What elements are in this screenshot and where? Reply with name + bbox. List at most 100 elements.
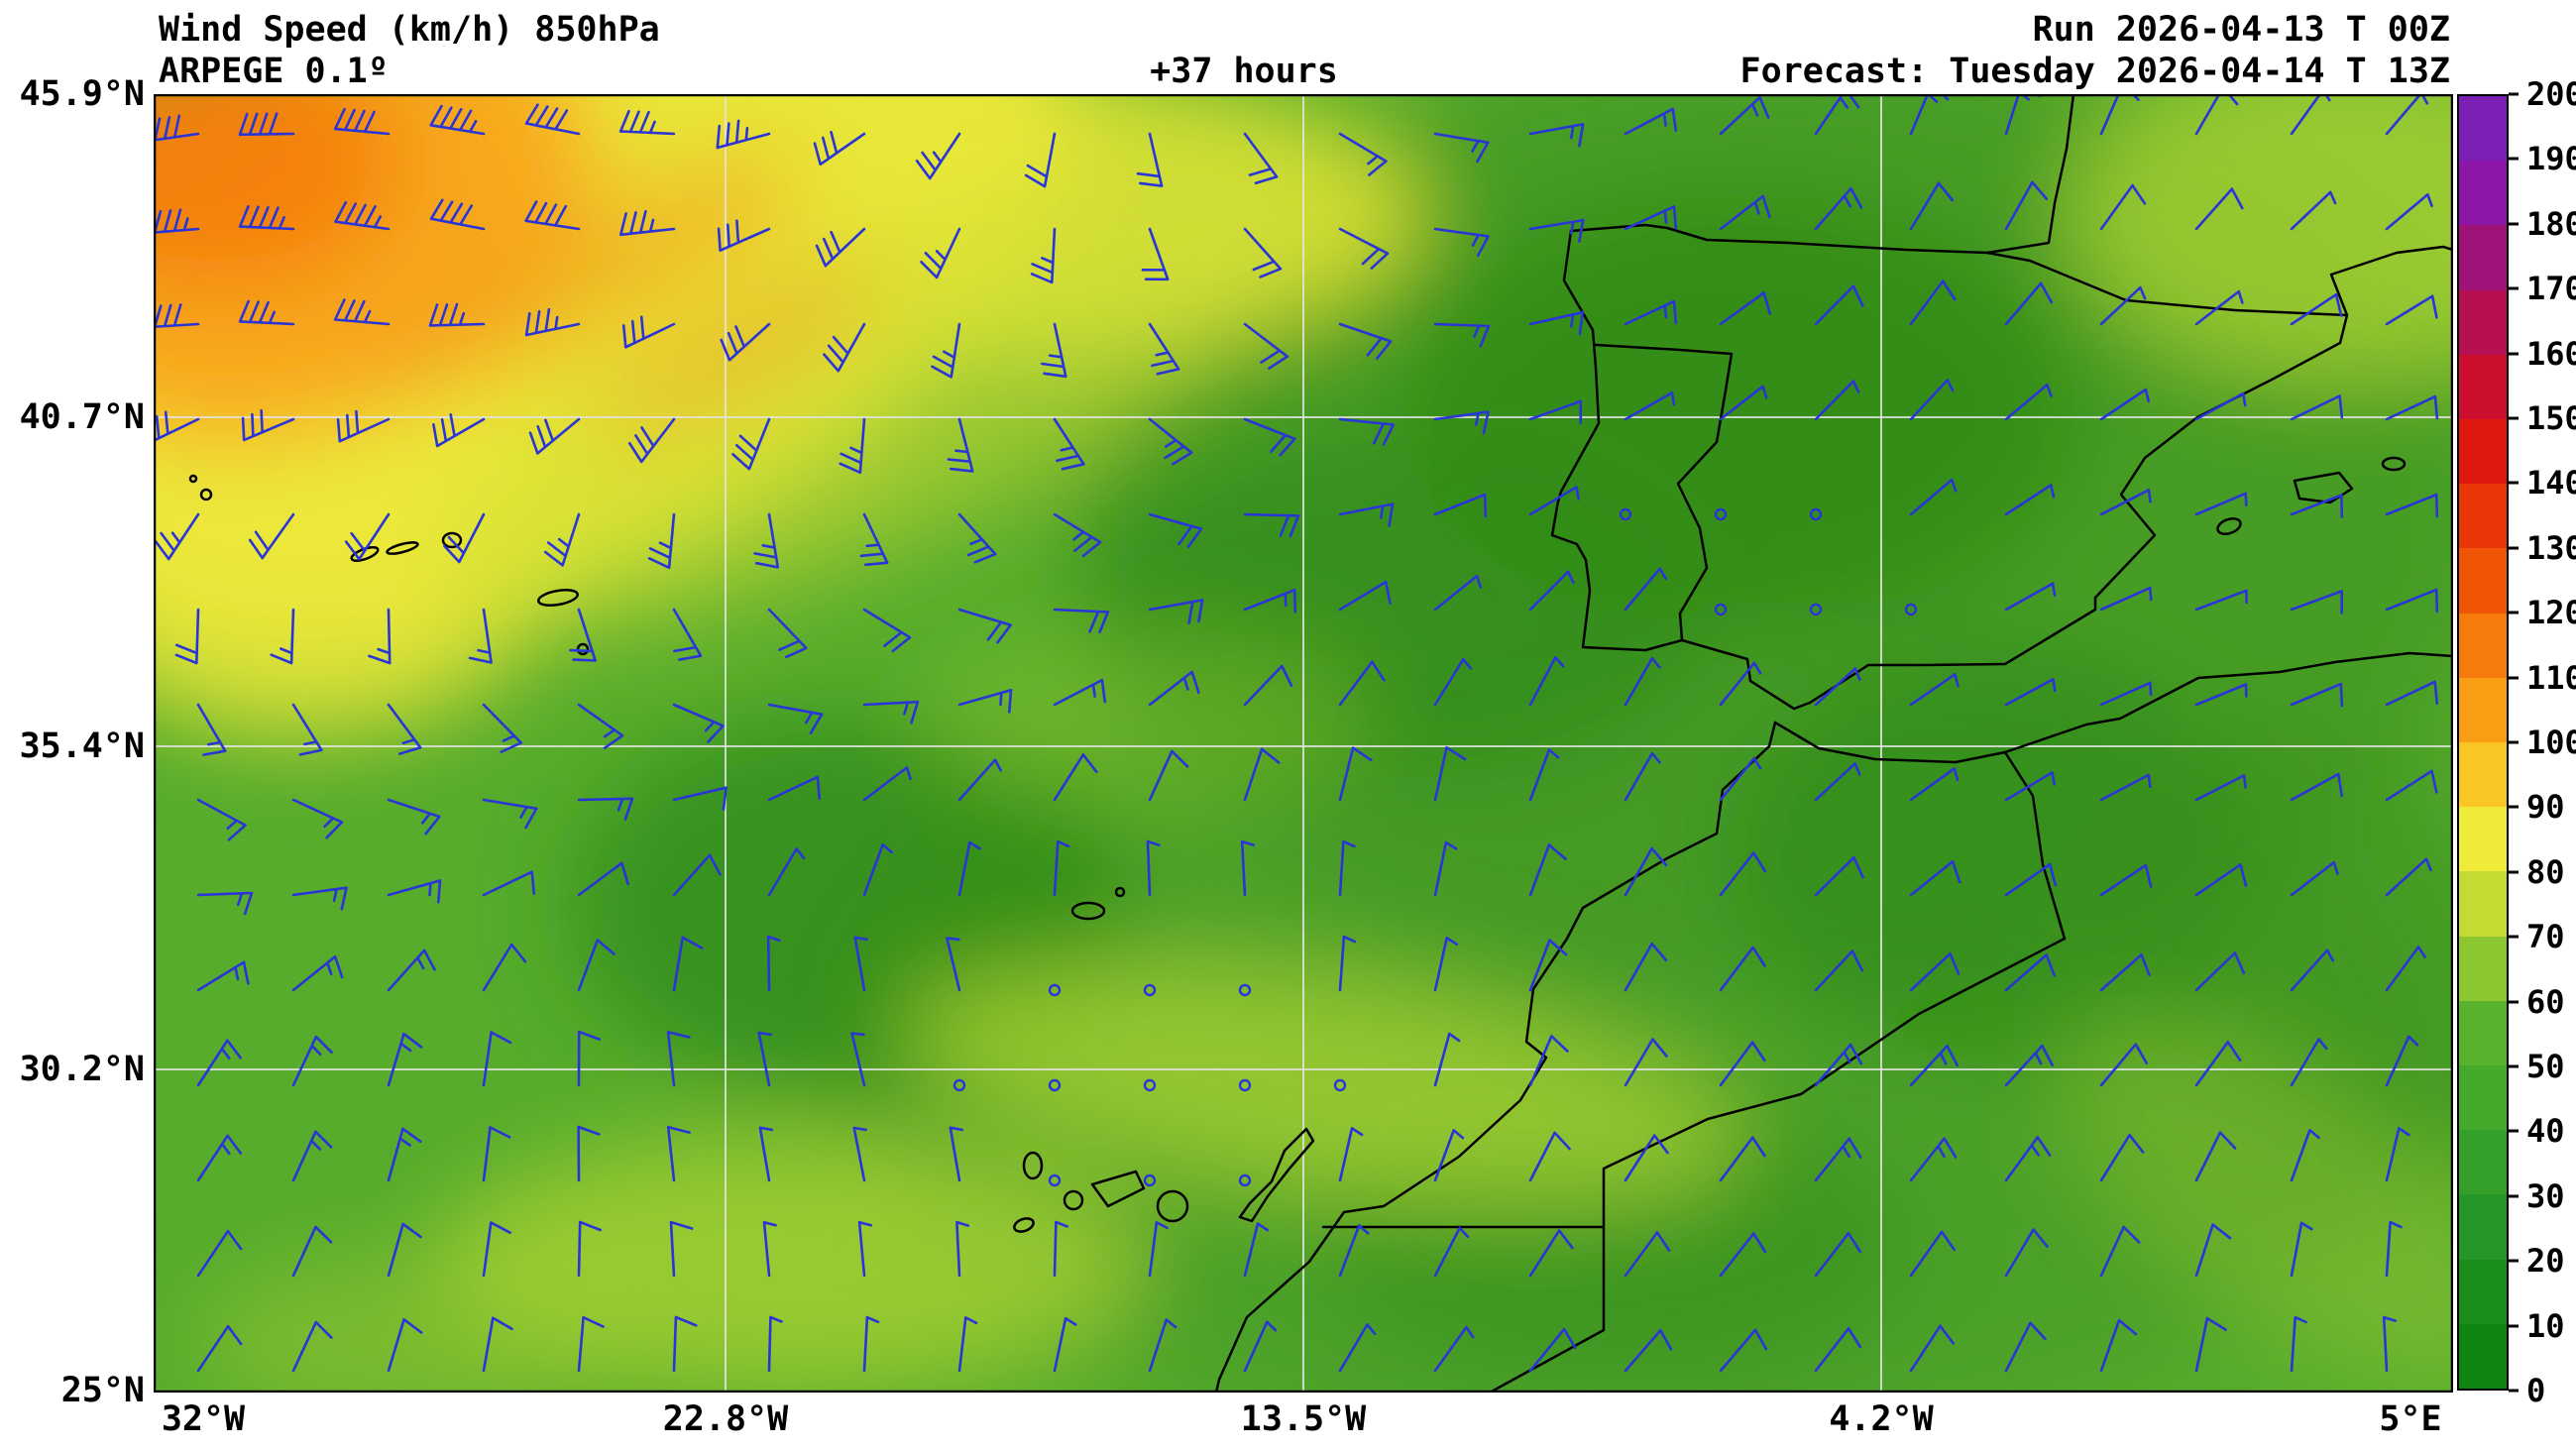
- wind-barb: [1433, 574, 1483, 612]
- wind-barb: [1433, 322, 1491, 348]
- wind-barb: [1243, 747, 1281, 802]
- wind-barb: [1909, 279, 1957, 326]
- wind-barb: [2194, 589, 2248, 612]
- wind-barb: [2194, 187, 2244, 231]
- colorbar-tick: [2509, 805, 2519, 809]
- wind-barb: [1528, 1035, 1569, 1087]
- wind-barb: [666, 1031, 691, 1087]
- island-sao-miguel: [537, 589, 579, 607]
- wind-barb: [2099, 1043, 2149, 1087]
- colorbar-segment: [2459, 1065, 2507, 1131]
- wind-barb: [238, 299, 295, 326]
- wind-barb: [2194, 863, 2248, 897]
- wind-barb: [1814, 186, 1863, 231]
- wind-barb: [1624, 1328, 1673, 1373]
- wind-barb: [1338, 1224, 1370, 1278]
- wind-barb: [2004, 862, 2058, 897]
- wind-barb: [577, 703, 624, 749]
- wind-barb: [1243, 664, 1293, 707]
- island-menorca: [2381, 456, 2407, 472]
- wind-barb: [1714, 603, 1728, 616]
- wind-barb: [196, 1039, 242, 1087]
- wind-barb: [2004, 1136, 2052, 1182]
- wind-barb: [1528, 939, 1568, 992]
- wind-barb: [1719, 851, 1767, 897]
- run-label: Run 2026-04-13 T 00Z: [2032, 10, 2450, 50]
- wind-barb: [758, 1126, 773, 1182]
- wind-barb: [1030, 227, 1057, 284]
- wind-barb: [1143, 983, 1157, 997]
- wind-barb: [915, 132, 961, 180]
- wind-barb: [1433, 1325, 1475, 1373]
- wind-barb: [1243, 132, 1279, 184]
- colorbar-tick-label: 130: [2526, 528, 2576, 567]
- wind-barb: [482, 1031, 512, 1087]
- colorbar-segment: [2459, 936, 2507, 1001]
- wind-barb: [1238, 1078, 1252, 1092]
- wind-barb: [524, 307, 581, 337]
- wind-barb: [1624, 567, 1667, 612]
- border-morocco-algeria: [1488, 750, 2067, 1393]
- wind-barb: [1333, 1078, 1347, 1092]
- wind-barb: [1338, 132, 1388, 176]
- colorbar-tick-label: 90: [2526, 788, 2565, 827]
- wind-barb: [757, 1031, 772, 1087]
- wind-barb: [1814, 1232, 1862, 1278]
- wind-barb: [1624, 656, 1661, 707]
- forecast-label: Forecast: Tuesday 2026-04-14 T 13Z: [1739, 52, 2450, 91]
- wind-barb: [862, 1315, 880, 1373]
- wind-barb: [766, 935, 781, 992]
- wind-barb: [957, 689, 1013, 714]
- wind-barb: [429, 198, 486, 231]
- graticule: [154, 94, 2453, 1393]
- wind-barb: [1433, 132, 1490, 164]
- wind-barb: [1719, 756, 1762, 802]
- wind-barb: [1624, 751, 1661, 802]
- wind-barb: [1624, 1134, 1669, 1182]
- coastline-morocco-atlantic: [1214, 721, 1777, 1393]
- wind-barb: [1909, 1137, 1958, 1182]
- wind-barb: [2194, 683, 2248, 707]
- wind-barb: [1433, 227, 1490, 258]
- wind-barb: [2385, 680, 2439, 707]
- colorbar-tick-label: 180: [2526, 204, 2576, 243]
- wind-barb: [1136, 132, 1164, 187]
- wind-barb: [1243, 1320, 1278, 1373]
- colorbar-segment: [2459, 289, 2507, 355]
- wind-barb: [716, 119, 771, 150]
- wind-barb: [1814, 284, 1864, 326]
- wind-barb: [248, 512, 295, 560]
- wind-barb: [2099, 285, 2147, 326]
- wind-barb: [852, 1126, 867, 1182]
- wind-barb: [2194, 1223, 2232, 1278]
- wind-barb: [1433, 1226, 1470, 1278]
- wind-barb: [577, 939, 616, 992]
- wind-barb: [813, 130, 866, 167]
- wind-barb: [196, 798, 247, 841]
- wind-barb: [857, 1220, 872, 1278]
- wind-barb: [2004, 953, 2056, 992]
- colorbar-tick-label: 190: [2526, 140, 2576, 178]
- wind-barb: [1143, 1173, 1157, 1187]
- wind-barb: [618, 109, 676, 136]
- wind-barb: [947, 417, 974, 473]
- island-tenerife: [1090, 1170, 1146, 1208]
- wind-barb: [1243, 322, 1289, 370]
- wind-barb: [291, 703, 323, 756]
- wind-barb: [1719, 1041, 1766, 1087]
- wind-barb: [1719, 194, 1771, 231]
- wind-barb: [1433, 410, 1490, 435]
- wind-barb: [387, 1318, 423, 1373]
- wind-barb: [2194, 391, 2247, 421]
- colorbar-segment: [2459, 419, 2507, 485]
- wind-barb: [291, 1225, 333, 1278]
- wind-barb: [1053, 678, 1107, 707]
- wind-barb: [387, 1222, 422, 1278]
- lat-tick-label: 35.4°N: [19, 726, 145, 766]
- wind-barb: [154, 303, 200, 329]
- wind-barb: [1719, 946, 1766, 992]
- wind-barb: [1243, 417, 1296, 457]
- wind-barb: [1243, 512, 1300, 538]
- wind-barb: [154, 114, 200, 142]
- wind-barb: [1433, 840, 1458, 897]
